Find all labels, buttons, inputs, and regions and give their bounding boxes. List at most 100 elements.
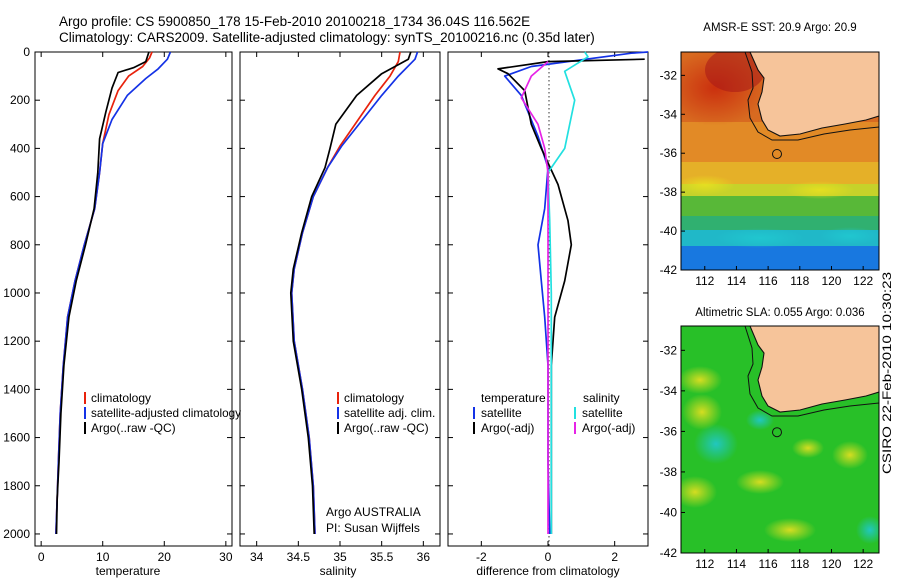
map-y-tick-label: -38 (660, 465, 678, 479)
map-y-tick-label: -40 (660, 505, 678, 519)
salinity-axes-frame (239, 51, 441, 547)
salinity-xlabel: salinity (320, 564, 357, 578)
salinity-legend: climatology satellite adj. clim. Argo(..… (337, 391, 435, 435)
y-tick-label: 200 (10, 93, 30, 107)
map-y-tick-label: -36 (660, 424, 678, 438)
salinity-y-ticks (240, 51, 440, 535)
temperature-x-axis: 0 10 20 30 (38, 52, 233, 564)
sla-map-axes: 112 114 116 118 120 122 -32 -34 -36 -38 -40 -42 (660, 343, 874, 571)
series-line-salinity-argo-adj- (520, 60, 549, 534)
map-x-tick-label: 118 (790, 274, 809, 288)
map-y-tick-label: -34 (660, 107, 678, 121)
map-x-tick-label: 120 (821, 274, 841, 288)
sst-map-panel: AMSR-E SST: 20.9 Argo: 20.9 112 114 116 118… (660, 22, 880, 288)
series-line-argo-raw-qc- (289, 51, 412, 535)
legend-sal-argo: Argo(-adj) (582, 421, 635, 435)
series-line-climatology (55, 51, 153, 535)
y-tick-label: 400 (10, 141, 30, 155)
x-tick-label: 0 (38, 550, 45, 564)
map-x-tick-label: 114 (727, 274, 746, 288)
legend-climatology: climatology (344, 391, 404, 405)
difference-y-ticks (448, 51, 648, 535)
sla-heatmap (681, 326, 879, 553)
y-tick-label: 1000 (3, 286, 30, 300)
salinity-panel: 34 34.5 35 35.5 36 salinity climatology sate… (239, 51, 441, 578)
temperature-legend: climatology satellite-adjusted climatolo… (84, 391, 241, 435)
y-tick-label: 1400 (3, 382, 30, 396)
sla-map-frame (680, 325, 880, 554)
sla-map-panel: Altimetric SLA: 0.055 Argo: 0.036 112 114… (660, 307, 880, 571)
map-x-tick-label: 112 (695, 274, 714, 288)
series-line-climatology (290, 51, 401, 535)
legend-sal-satellite: satellite (582, 406, 623, 420)
sst-map-axes: 112 114 116 118 120 122 -32 -34 -36 -38 -40 -42 (660, 68, 874, 288)
y-tick-label: 1200 (3, 334, 30, 348)
legend-temperature-header: temperature (481, 391, 546, 405)
map-x-tick-label: 120 (821, 557, 841, 571)
map-x-tick-label: 114 (727, 557, 746, 571)
difference-series (497, 51, 649, 535)
difference-panel: -2 0 2 difference from climatology tempera… (447, 51, 649, 578)
x-tick-label: 20 (158, 550, 172, 564)
x-tick-label: 0 (545, 550, 552, 564)
series-line-argo-raw-qc- (55, 51, 150, 535)
map-x-tick-label: 116 (759, 274, 778, 288)
figure-title-line1: Argo profile: CS 5900850_178 15-Feb-2010… (59, 14, 530, 29)
legend-argo: Argo(..raw -QC) (91, 421, 176, 435)
legend-argo: Argo(..raw -QC) (344, 421, 429, 435)
x-tick-label: 34.5 (287, 550, 311, 564)
series-line-temperature-argo-adj- (497, 58, 645, 534)
legend-temp-satellite: satellite (481, 406, 522, 420)
legend-temp-argo: Argo(-adj) (481, 421, 534, 435)
map-x-tick-label: 118 (790, 557, 809, 571)
map-y-tick-label: -34 (660, 384, 678, 398)
map-y-tick-label: -42 (660, 263, 678, 277)
x-tick-label: 2 (611, 550, 618, 564)
x-tick-label: 35.5 (370, 550, 394, 564)
depth-axis: 0 200 400 600 800 1000 1200 1400 1600 1800 2000 (3, 45, 232, 541)
sla-argo-marker (772, 427, 782, 438)
map-y-tick-label: -36 (660, 146, 678, 160)
temperature-axes-frame (34, 51, 233, 547)
legend-satellite: satellite-adjusted climatology (91, 406, 241, 420)
map-y-tick-label: -38 (660, 185, 678, 199)
y-tick-label: 0 (23, 45, 30, 59)
salinity-series (289, 51, 419, 535)
credit-label: CSIRO 22-Feb-2010 10:30:23 (880, 272, 894, 474)
y-tick-label: 800 (10, 238, 30, 252)
x-tick-label: 36 (417, 550, 431, 564)
map-x-tick-label: 122 (853, 274, 873, 288)
salinity-x-axis: 34 34.5 35 35.5 36 (250, 52, 430, 564)
sst-map-frame (680, 51, 880, 271)
series-line-temperature-satellite (503, 51, 649, 535)
y-tick-label: 1800 (3, 479, 30, 493)
map-y-tick-label: -32 (660, 68, 678, 82)
map-y-tick-label: -32 (660, 343, 678, 357)
temperature-panel: 0 200 400 600 800 1000 1200 1400 1600 1800 2000 0 1… (3, 45, 241, 578)
x-tick-label: 35 (333, 550, 347, 564)
sla-map-title: Altimetric SLA: 0.055 Argo: 0.036 (695, 307, 864, 319)
annotation-argo-australia: Argo AUSTRALIA (326, 505, 421, 519)
difference-xlabel: difference from climatology (476, 564, 619, 578)
map-x-tick-label: 122 (853, 557, 873, 571)
x-tick-label: 30 (219, 550, 233, 564)
legend-satellite: satellite adj. clim. (344, 406, 435, 420)
y-tick-label: 1600 (3, 431, 30, 445)
temperature-series (55, 51, 172, 535)
difference-legend: temperature salinity satellite Argo(-adj… (473, 391, 635, 435)
legend-climatology: climatology (91, 391, 151, 405)
map-y-tick-label: -42 (660, 546, 678, 560)
x-tick-label: -2 (476, 550, 487, 564)
y-tick-label: 600 (10, 190, 30, 204)
map-y-tick-label: -40 (660, 224, 678, 238)
annotation-pi: PI: Susan Wijffels (326, 521, 420, 535)
sst-heatmap (681, 52, 879, 270)
x-tick-label: 34 (250, 550, 264, 564)
map-x-tick-label: 116 (759, 557, 778, 571)
sst-map-title: AMSR-E SST: 20.9 Argo: 20.9 (703, 22, 856, 34)
sst-argo-marker (772, 149, 782, 159)
figure-title-line2: Climatology: CARS2009. Satellite-adjuste… (59, 30, 595, 45)
y-tick-label: 2000 (3, 527, 30, 541)
x-tick-label: 10 (96, 550, 110, 564)
